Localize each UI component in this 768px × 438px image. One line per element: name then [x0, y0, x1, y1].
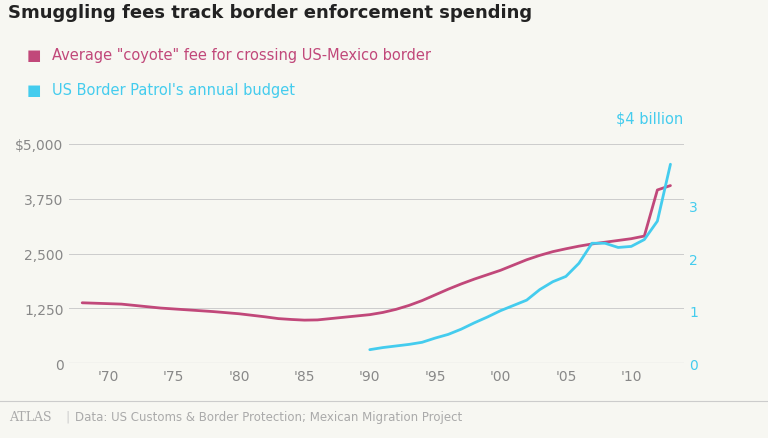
Text: Data: US Customs & Border Protection; Mexican Migration Project: Data: US Customs & Border Protection; Me… — [75, 410, 462, 423]
Text: ■: ■ — [27, 48, 41, 63]
Text: ■: ■ — [27, 83, 41, 98]
Text: Average "coyote" fee for crossing US-Mexico border: Average "coyote" fee for crossing US-Mex… — [52, 48, 431, 63]
Text: $4 billion: $4 billion — [616, 112, 684, 127]
Text: ATLAS: ATLAS — [9, 410, 51, 423]
Text: US Border Patrol's annual budget: US Border Patrol's annual budget — [52, 83, 295, 98]
Text: Smuggling fees track border enforcement spending: Smuggling fees track border enforcement … — [8, 4, 531, 22]
Text: |: | — [65, 410, 70, 423]
